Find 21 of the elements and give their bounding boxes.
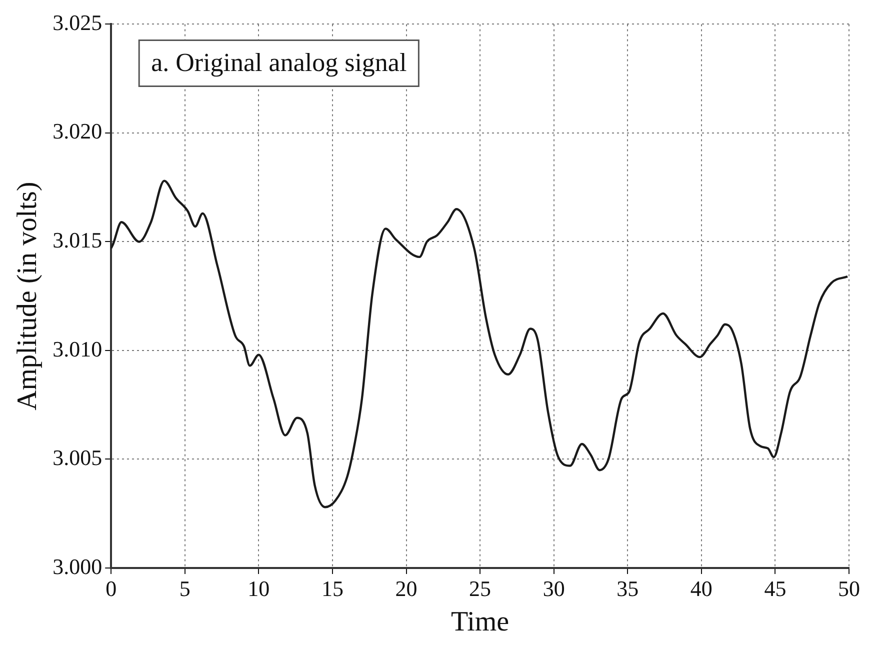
- x-tick-label: 45: [764, 576, 786, 601]
- x-tick-label: 35: [616, 576, 639, 601]
- y-tick-label: 3.015: [52, 228, 102, 252]
- y-tick-label: 3.025: [52, 10, 102, 35]
- x-tick-label: 20: [395, 576, 418, 601]
- y-tick-label: 3.000: [52, 554, 102, 579]
- x-tick-label: 30: [542, 576, 565, 601]
- x-tick-label: 10: [248, 576, 270, 601]
- x-tick-label: 50: [838, 576, 860, 601]
- annotation: a. Original analog signal: [151, 48, 407, 78]
- x-tick-label: 0: [106, 576, 117, 601]
- line-series: [111, 180, 849, 508]
- y-axis-title: Amplitude (in volts): [12, 182, 44, 410]
- y-tick-label: 3.010: [52, 336, 102, 362]
- x-axis-title: Time: [450, 606, 510, 638]
- y-tick-label: 3.005: [52, 445, 102, 470]
- x-tick-label: 25: [469, 576, 492, 601]
- x-tick-label: 5: [179, 576, 190, 601]
- y-tick-label: 3.020: [52, 118, 102, 144]
- x-tick-label: 40: [690, 576, 712, 601]
- x-tick-label: 15: [321, 576, 344, 601]
